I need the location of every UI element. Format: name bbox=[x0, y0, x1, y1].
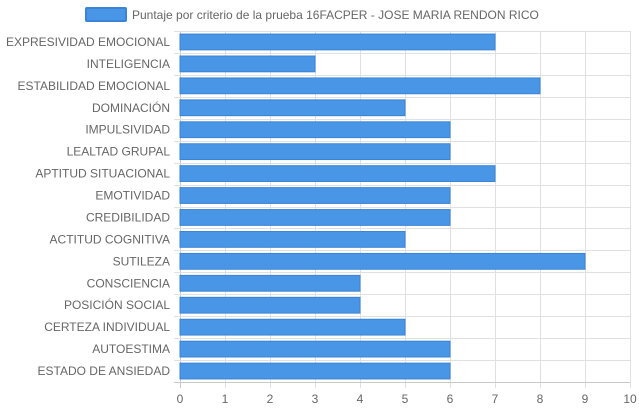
bars bbox=[179, 33, 586, 380]
y-axis-labels: EXPRESIVIDAD EMOCIONAL INTELIGENCIA ESTABI… bbox=[6, 35, 170, 378]
bar[interactable] bbox=[179, 274, 361, 292]
x-tick-label: 2 bbox=[267, 392, 274, 406]
legend-swatch[interactable] bbox=[85, 7, 127, 22]
bar[interactable] bbox=[179, 318, 406, 336]
bar[interactable] bbox=[179, 165, 496, 182]
y-category-label: ESTADO DE ANSIEDAD bbox=[38, 364, 171, 378]
y-category-label: INTELIGENCIA bbox=[87, 57, 170, 71]
y-category-label: EXPRESIVIDAD EMOCIONAL bbox=[6, 35, 170, 49]
x-tick-label: 3 bbox=[312, 392, 319, 406]
legend[interactable]: Puntaje por criterio de la prueba 16FACP… bbox=[85, 7, 539, 22]
bar[interactable] bbox=[179, 33, 496, 51]
y-category-label: CERTEZA INDIVIDUAL bbox=[44, 320, 170, 334]
bar[interactable] bbox=[179, 362, 451, 380]
y-category-label: EMOTIVIDAD bbox=[95, 189, 170, 203]
y-category-label: AUTOESTIMA bbox=[92, 342, 170, 356]
x-tick-label: 1 bbox=[222, 392, 229, 406]
y-category-label: SUTILEZA bbox=[113, 254, 170, 268]
y-category-label: DOMINACIÓN bbox=[92, 100, 170, 115]
bar[interactable] bbox=[179, 121, 451, 139]
y-category-label: POSICIÓN SOCIAL bbox=[64, 297, 170, 312]
x-tick-label: 5 bbox=[402, 392, 409, 406]
bar[interactable] bbox=[179, 231, 406, 248]
bar[interactable] bbox=[179, 99, 406, 117]
y-category-label: APTITUD SITUACIONAL bbox=[35, 167, 170, 181]
bar[interactable] bbox=[179, 252, 586, 270]
bar[interactable] bbox=[179, 209, 451, 226]
bar[interactable] bbox=[179, 55, 316, 73]
y-category-label: CONSCIENCIA bbox=[87, 276, 170, 290]
x-tick-label: 10 bbox=[623, 392, 637, 406]
x-tick-label: 7 bbox=[492, 392, 499, 406]
x-tick-label: 4 bbox=[357, 392, 364, 406]
y-category-label: ESTABILIDAD EMOCIONAL bbox=[18, 79, 171, 93]
bar[interactable] bbox=[179, 296, 361, 314]
x-tick-label: 6 bbox=[447, 392, 454, 406]
y-category-label: CREDIBILIDAD bbox=[86, 210, 170, 224]
x-axis-labels: 0 1 2 3 4 5 6 7 8 9 10 bbox=[177, 392, 637, 406]
y-category-label: IMPULSIVIDAD bbox=[85, 123, 170, 137]
x-tick-label: 8 bbox=[537, 392, 544, 406]
bar[interactable] bbox=[179, 187, 451, 204]
x-tick-label: 0 bbox=[177, 392, 184, 406]
bar[interactable] bbox=[179, 77, 541, 95]
y-category-label: LEALTAD GRUPAL bbox=[67, 145, 171, 159]
bar[interactable] bbox=[179, 340, 451, 358]
x-tick-label: 9 bbox=[582, 392, 589, 406]
legend-label[interactable]: Puntaje por criterio de la prueba 16FACP… bbox=[132, 8, 539, 22]
y-category-label: ACTITUD COGNITIVA bbox=[50, 232, 170, 246]
bar[interactable] bbox=[179, 143, 451, 161]
